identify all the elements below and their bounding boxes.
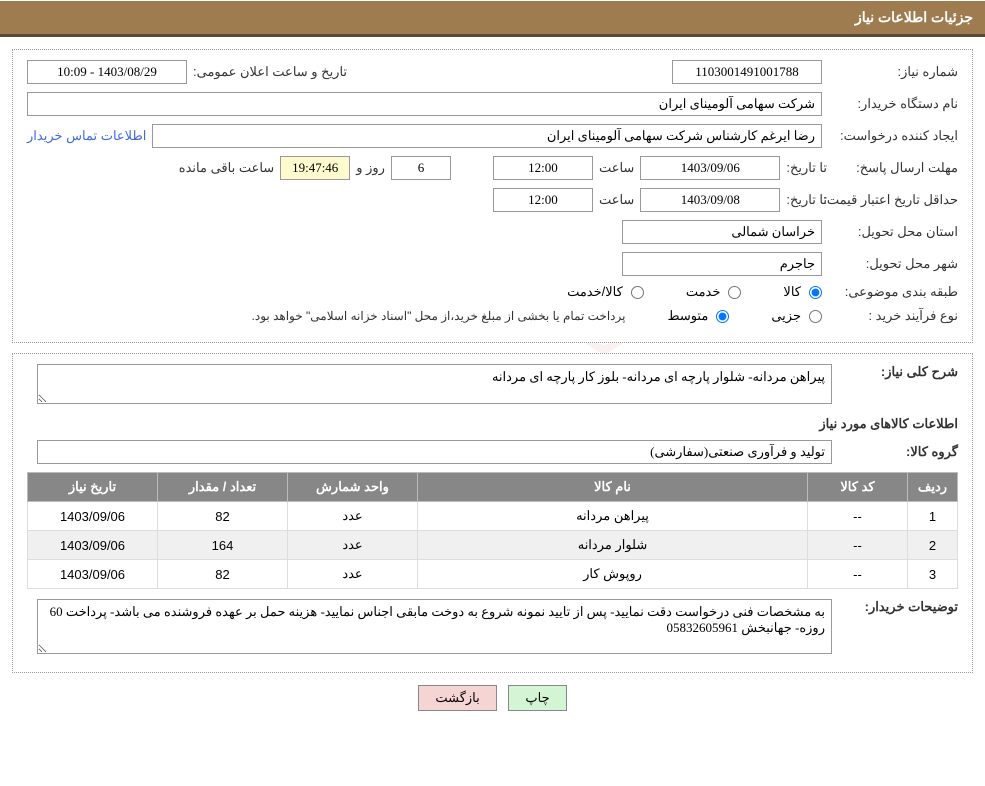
payment-note: پرداخت تمام یا بخشی از مبلغ خرید،از محل …	[252, 309, 626, 323]
pt-minor-label: جزیی	[771, 308, 801, 324]
general-desc-label: شرح کلی نیاز:	[838, 364, 958, 380]
need-number-field[interactable]	[672, 60, 822, 84]
table-cell-name: روپوش کار	[418, 560, 808, 589]
table-cell-name: پیراهن مردانه	[418, 502, 808, 531]
table-cell-row: 1	[908, 502, 958, 531]
table-cell-date: 1403/09/06	[28, 502, 158, 531]
general-desc-field[interactable]	[37, 364, 832, 404]
table-row: 1--پیراهن مردانهعدد821403/09/06	[28, 502, 958, 531]
cat-service-label: خدمت	[686, 284, 721, 300]
price-validity-date-field[interactable]	[640, 188, 780, 212]
print-button[interactable]: چاپ	[508, 685, 566, 711]
th-date: تاریخ نیاز	[28, 473, 158, 502]
hours-remain-label: ساعت باقی مانده	[179, 160, 274, 176]
table-cell-unit: عدد	[288, 560, 418, 589]
pt-medium-label: متوسط	[667, 308, 708, 324]
cat-goods-label: کالا	[783, 284, 801, 300]
page-title: جزئیات اطلاعات نیاز	[855, 9, 973, 25]
need-number-label: شماره نیاز:	[828, 64, 958, 80]
day-and-label: روز و	[356, 160, 385, 176]
category-label: طبقه بندی موضوعی:	[828, 284, 958, 300]
buyer-contact-link[interactable]: اطلاعات تماس خریدار	[27, 128, 146, 144]
details-panel: شماره نیاز: تاریخ و ساعت اعلان عمومی: نا…	[12, 49, 973, 343]
requester-label: ایجاد کننده درخواست:	[828, 128, 958, 144]
delivery-province-field[interactable]	[622, 220, 822, 244]
cat-goods-service-label: کالا/خدمت	[567, 284, 623, 300]
pt-medium-radio[interactable]	[716, 310, 729, 323]
buyer-notes-label: توضیحات خریدار:	[838, 599, 958, 615]
delivery-city-label: شهر محل تحویل:	[828, 256, 958, 272]
th-row: ردیف	[908, 473, 958, 502]
table-cell-code: --	[808, 531, 908, 560]
until-date-label-1: تا تاریخ:	[786, 160, 827, 176]
deadline-label: مهلت ارسال پاسخ:	[833, 160, 958, 176]
purchase-type-label: نوع فرآیند خرید :	[828, 308, 958, 324]
goods-info-title: اطلاعات کالاهای مورد نیاز	[27, 416, 958, 432]
goods-panel: شرح کلی نیاز: اطلاعات کالاهای مورد نیاز …	[12, 353, 973, 673]
price-validity-label: حداقل تاریخ اعتبار قیمت:	[833, 192, 958, 208]
goods-group-field[interactable]	[37, 440, 832, 464]
button-row: چاپ بازگشت	[12, 685, 973, 711]
table-cell-code: --	[808, 502, 908, 531]
pt-minor-radio[interactable]	[809, 310, 822, 323]
requester-field[interactable]	[152, 124, 822, 148]
th-code: کد کالا	[808, 473, 908, 502]
deadline-time-field[interactable]	[493, 156, 593, 180]
buyer-org-label: نام دستگاه خریدار:	[828, 96, 958, 112]
table-cell-qty: 82	[158, 502, 288, 531]
page-header: جزئیات اطلاعات نیاز	[0, 1, 985, 37]
table-cell-date: 1403/09/06	[28, 531, 158, 560]
table-cell-qty: 164	[158, 531, 288, 560]
cat-goods-service-radio[interactable]	[631, 286, 644, 299]
cat-goods-radio[interactable]	[809, 286, 822, 299]
price-validity-time-field[interactable]	[493, 188, 593, 212]
deadline-date-field[interactable]	[640, 156, 780, 180]
table-cell-unit: عدد	[288, 502, 418, 531]
table-cell-name: شلوار مردانه	[418, 531, 808, 560]
table-cell-row: 3	[908, 560, 958, 589]
hour-label-2: ساعت	[599, 192, 634, 208]
table-row: 2--شلوار مردانهعدد1641403/09/06	[28, 531, 958, 560]
delivery-province-label: استان محل تحویل:	[828, 224, 958, 240]
table-cell-row: 2	[908, 531, 958, 560]
time-remain-field[interactable]	[280, 156, 350, 180]
th-qty: تعداد / مقدار	[158, 473, 288, 502]
buyer-notes-field[interactable]	[37, 599, 832, 654]
buyer-org-field[interactable]	[27, 92, 822, 116]
table-cell-unit: عدد	[288, 531, 418, 560]
table-cell-code: --	[808, 560, 908, 589]
table-cell-date: 1403/09/06	[28, 560, 158, 589]
back-button[interactable]: بازگشت	[418, 685, 496, 711]
until-date-label-2: تا تاریخ:	[786, 192, 827, 208]
delivery-city-field[interactable]	[622, 252, 822, 276]
cat-service-radio[interactable]	[728, 286, 741, 299]
hour-label-1: ساعت	[599, 160, 634, 176]
table-cell-qty: 82	[158, 560, 288, 589]
announce-date-field[interactable]	[27, 60, 187, 84]
days-remain-field[interactable]	[391, 156, 451, 180]
goods-group-label: گروه کالا:	[838, 444, 958, 460]
table-row: 3--روپوش کارعدد821403/09/06	[28, 560, 958, 589]
announce-date-label: تاریخ و ساعت اعلان عمومی:	[193, 64, 347, 80]
th-name: نام کالا	[418, 473, 808, 502]
goods-table: ردیف کد کالا نام کالا واحد شمارش تعداد /…	[27, 472, 958, 589]
th-unit: واحد شمارش	[288, 473, 418, 502]
